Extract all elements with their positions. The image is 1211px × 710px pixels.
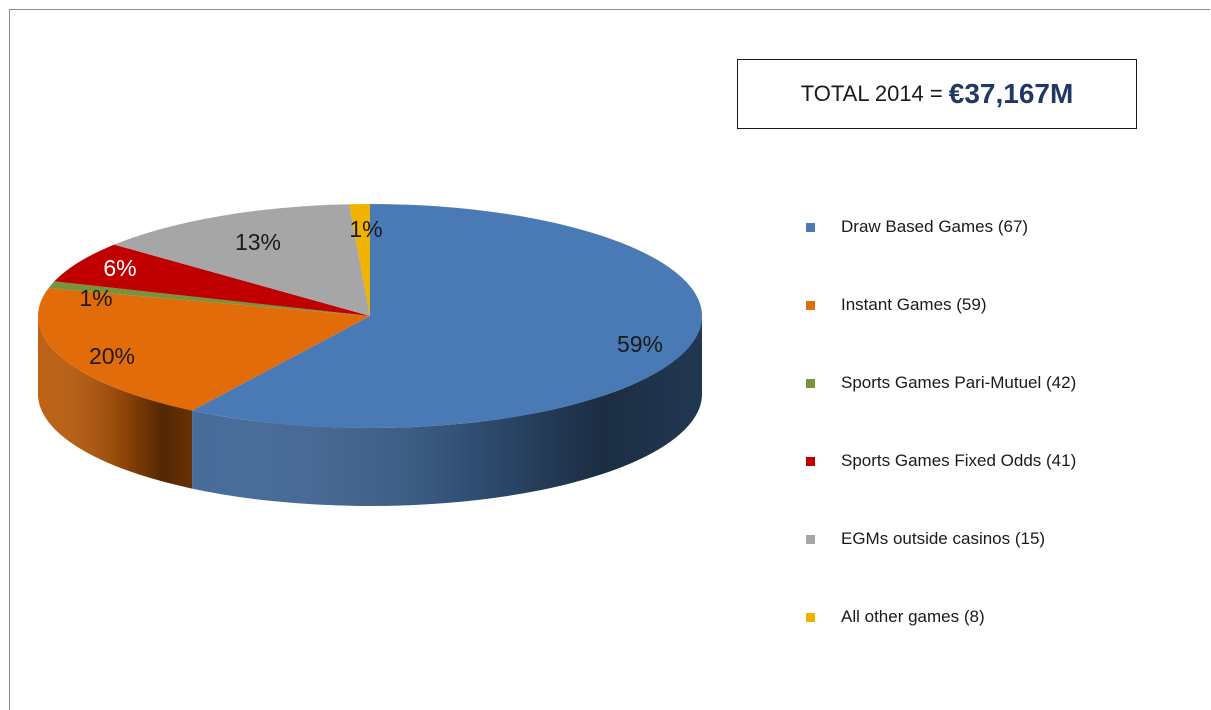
pie-slice-0 [192,204,702,429]
legend-swatch [806,612,815,622]
pie-label-3: 6% [103,255,136,281]
legend-swatch [806,300,815,310]
legend-swatch [806,456,815,466]
pie-side-shade-1-0 [38,316,193,489]
legend-item: Sports Games Fixed Odds (41) [806,446,1076,476]
pie-slice-3 [54,244,370,316]
pie-label-2: 1% [79,285,112,311]
pie-sides [38,316,702,507]
legend-item: All other games (8) [806,602,985,632]
legend-label: Sports Games Fixed Odds (41) [841,451,1077,470]
pie-side-shade-0-0 [192,316,702,507]
pie-label-4: 13% [235,229,281,255]
legend-label: All other games (8) [841,607,985,626]
pie-slice-2 [48,281,370,316]
legend-item: Draw Based Games (67) [806,212,1028,242]
total-label: TOTAL 2014 = [800,81,943,106]
legend-swatch [806,534,815,544]
pie-label-1: 20% [89,343,135,369]
pie-slice-5 [349,204,370,316]
pie-slice-1 [37,288,371,411]
pie-label-0: 59% [617,331,663,357]
pie-chart: 59% 20% 1% 6% 13% 1% [37,204,702,507]
total-value: €37,167M [948,78,1074,109]
pie-label-5: 1% [349,216,382,242]
legend-item: EGMs outside casinos (15) [806,524,1045,554]
legend-item: Sports Games Pari-Mutuel (42) [806,368,1076,398]
legend-label: Sports Games Pari-Mutuel (42) [841,373,1077,392]
chart-frame [9,9,1210,710]
legend-label: Instant Games (59) [841,295,987,314]
pie-top [37,204,702,429]
legend-label: EGMs outside casinos (15) [841,529,1046,548]
legend-swatch [806,378,815,388]
total-box: TOTAL 2014 = €37,167M [737,59,1137,129]
legend-item: Instant Games (59) [806,290,987,320]
pie-slice-4 [114,204,370,316]
legend-label: Draw Based Games (67) [841,217,1029,236]
legend-swatch [806,222,815,232]
pie-labels: 59% 20% 1% 6% 13% 1% [79,216,663,369]
